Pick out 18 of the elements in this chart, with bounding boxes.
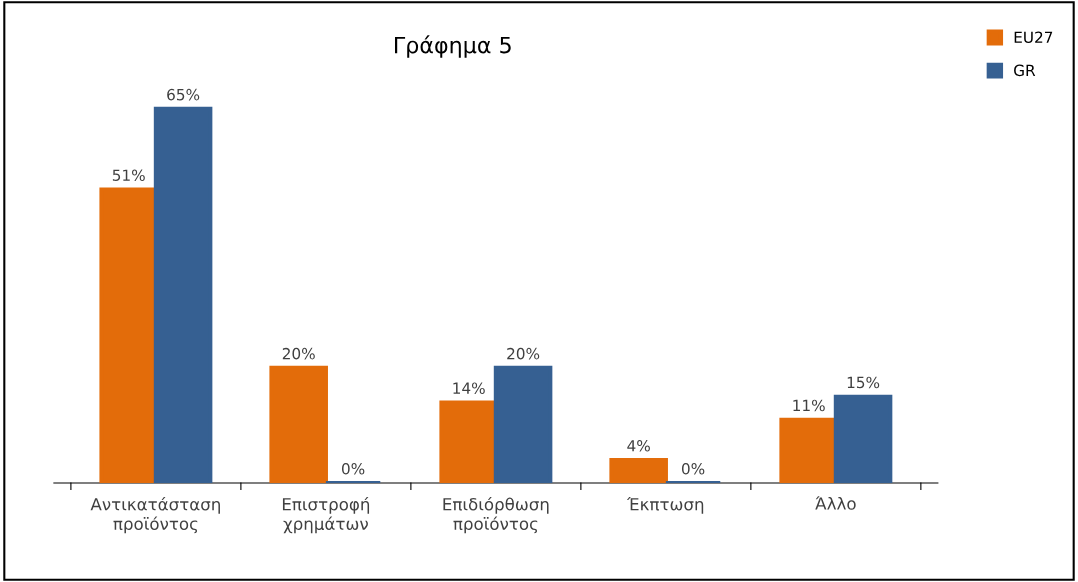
x-tick-label: Έκπτωση <box>626 496 704 514</box>
data-label: 14% <box>453 382 485 394</box>
legend-label: GR <box>1014 64 1036 77</box>
data-label: 20% <box>282 347 315 360</box>
x-tick-label: Επιδιόρθωση προϊόντος <box>443 496 549 534</box>
data-label: 0% <box>341 462 365 475</box>
chart-title: Γράφημα 5 <box>395 35 511 58</box>
data-label: 4% <box>627 439 650 452</box>
data-label: 15% <box>847 376 880 389</box>
data-label: 0% <box>681 462 705 475</box>
legend-label: EU27 <box>1014 31 1053 44</box>
data-label: 51% <box>112 169 145 181</box>
data-label: 65% <box>167 88 200 101</box>
x-tick-label: Άλλο <box>815 496 856 510</box>
x-tick-label: Αντικατάσταση προϊόντος <box>90 496 220 534</box>
data-label: 11% <box>793 399 825 412</box>
data-label: 20% <box>507 347 540 360</box>
x-tick-label: Επιστροφή χρημάτων <box>282 496 370 534</box>
